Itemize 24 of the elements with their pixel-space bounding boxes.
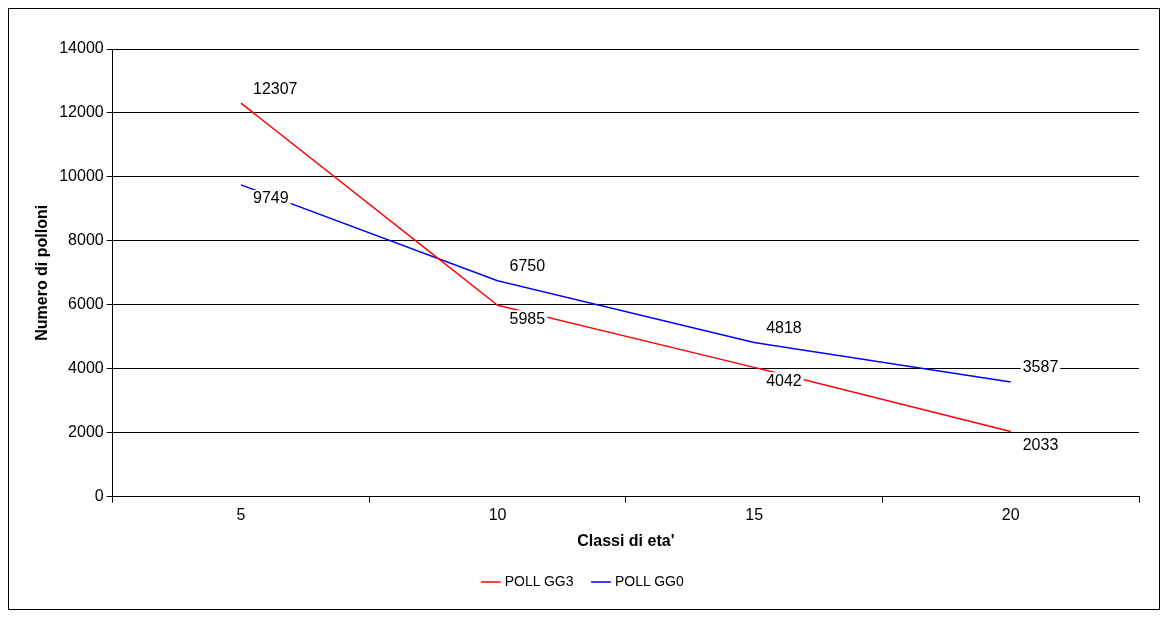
x-axis-title: Classi di eta' bbox=[577, 531, 675, 549]
x-tick-label: 10 bbox=[488, 505, 507, 523]
data-label: 2033 bbox=[1022, 436, 1059, 454]
legend-label: POLL GG0 bbox=[615, 572, 684, 589]
legend-label: POLL GG3 bbox=[504, 572, 574, 589]
data-label: 5985 bbox=[509, 309, 546, 327]
y-tick-label: 4000 bbox=[68, 359, 104, 377]
data-label: 3587 bbox=[1022, 358, 1059, 376]
x-tick-label: 15 bbox=[745, 505, 764, 523]
data-label: 9749 bbox=[252, 189, 289, 207]
y-tick-label: 0 bbox=[94, 487, 104, 505]
x-tick-label: 5 bbox=[236, 505, 246, 523]
data-label: 12307 bbox=[252, 79, 298, 97]
data-label: 4818 bbox=[766, 318, 802, 336]
y-tick-label: 6000 bbox=[68, 295, 104, 313]
y-tick-label: 8000 bbox=[68, 231, 104, 249]
data-label: 6750 bbox=[509, 257, 546, 275]
y-tick-label: 2000 bbox=[68, 423, 104, 441]
y-tick-label: 10000 bbox=[59, 167, 104, 185]
y-tick-label: 14000 bbox=[59, 39, 104, 57]
y-axis-title: Numero di polloni bbox=[33, 204, 51, 341]
data-label: 4042 bbox=[766, 371, 802, 389]
y-tick-label: 12000 bbox=[59, 103, 104, 121]
x-tick-label: 20 bbox=[1001, 505, 1020, 523]
